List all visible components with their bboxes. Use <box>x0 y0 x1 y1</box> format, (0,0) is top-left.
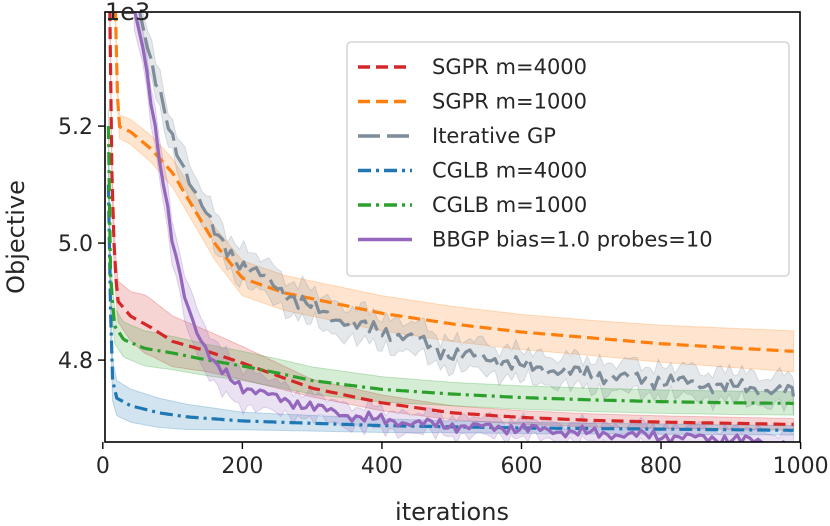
x-tick-label: 600 <box>500 454 542 479</box>
confidence-band-5 <box>107 108 795 416</box>
y-tick-label: 5.2 <box>58 115 93 140</box>
legend-label-2: SGPR m=1000 <box>432 90 587 114</box>
legend-label-6: BBGP bias=1.0 probes=10 <box>432 228 713 252</box>
plot-frame <box>104 11 801 443</box>
legend-label-5: CGLB m=1000 <box>432 193 587 217</box>
confidence-band-6 <box>133 12 795 442</box>
series-line-3 <box>138 12 796 399</box>
legend-label-3: Iterative GP <box>432 124 556 148</box>
confidence-band-4 <box>107 161 795 436</box>
series-line-6 <box>133 12 787 442</box>
x-tick-label: 0 <box>96 454 110 479</box>
x-axis-label: iterations <box>395 498 509 526</box>
y-tick-label: 5.0 <box>58 232 93 257</box>
legend-label-4: CGLB m=4000 <box>432 159 587 183</box>
legend-label-1: SGPR m=4000 <box>432 55 587 79</box>
x-tick-label: 1000 <box>773 454 829 479</box>
legend: SGPR m=4000 SGPR m=1000 Iterative GP CGLB m… <box>346 41 790 277</box>
series-line-2 <box>113 12 794 353</box>
x-tick-label: 200 <box>221 454 263 479</box>
x-tick-label: 800 <box>640 454 682 479</box>
y-scale-label: 1e3 <box>105 0 150 26</box>
x-tick-label: 400 <box>361 454 403 479</box>
series-line-1 <box>108 12 794 426</box>
series-line-5 <box>106 126 795 405</box>
confidence-band-3 <box>138 12 795 416</box>
legend-box <box>346 41 790 277</box>
y-axis-label: Objective <box>2 180 30 294</box>
y-tick-label: 4.8 <box>58 349 93 374</box>
